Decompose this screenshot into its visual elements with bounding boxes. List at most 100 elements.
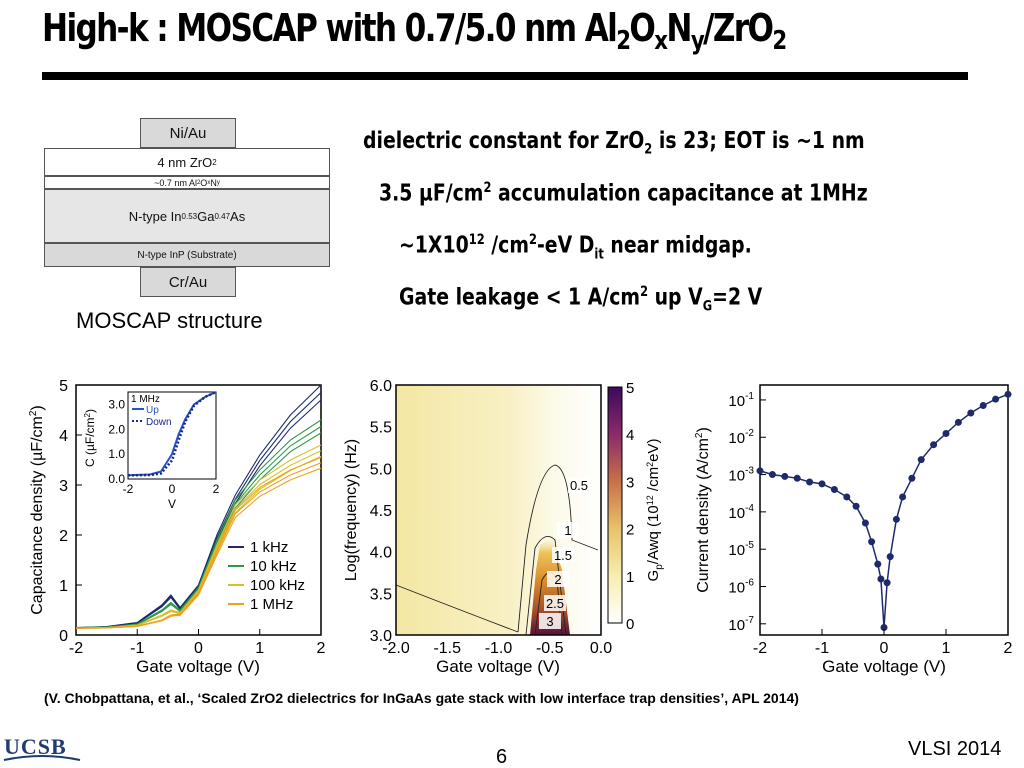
cv-xlabel: Gate voltage (V) — [136, 657, 260, 676]
cv-series-line — [75, 467, 322, 629]
inset-frame — [127, 391, 217, 480]
leakage-ylabel: Current density (A/cm2) — [694, 427, 712, 593]
contour-label: 1 — [564, 523, 571, 538]
contour-label-bg — [552, 547, 574, 563]
bullet-item: Gate leakage < 1 A/cm2 up VG=2 V — [355, 284, 975, 336]
leakage-ytick-label: 10-1 — [728, 391, 754, 410]
leakage-point — [1004, 390, 1012, 398]
bullet-item: 3.5 µF/cm2 accumulation capacitance at 1… — [355, 180, 975, 232]
leakage-chart-panel: -2 -1 0 1 2 10-1 10-2 10-3 10-4 10-5 10-6 10-7 Gat… — [690, 370, 1020, 680]
leakage-point — [992, 395, 1000, 403]
leakage-point — [852, 502, 860, 510]
cv-chart-panel: -2 -1 0 1 2 0 1 2 3 4 5 Gate voltage (V) Capacita… — [28, 370, 338, 680]
cv-xtick-label: 1 — [255, 640, 264, 657]
dit-map-ytick-label: 5.0 — [370, 461, 392, 478]
leakage-ytick-label: 10-4 — [728, 503, 754, 522]
layer-top-metal: Ni/Au — [140, 118, 236, 148]
contour-label-bg — [547, 571, 569, 587]
dit-map-background — [396, 385, 601, 635]
leakage-xtick-label: -2 — [753, 640, 767, 657]
leakage-ytick-label: 10-6 — [728, 577, 754, 596]
dit-map-xlabel: Gate voltage (V) — [436, 657, 560, 676]
inset-ylabel: C (µF/cm2) — [83, 409, 97, 467]
cv-ytick-label: 1 — [59, 578, 68, 595]
contour-label-bg — [539, 613, 561, 629]
leakage-point — [877, 575, 885, 583]
bullet-marker — [355, 180, 379, 184]
contour-label: 0.5 — [570, 478, 588, 493]
bullet-item: ~1X1012 /cm2-eV Dit near midgap. — [355, 232, 975, 284]
leakage-point — [793, 474, 801, 482]
contour-label-bg — [557, 522, 579, 538]
cv-xtick-label: -2 — [69, 640, 83, 657]
leakage-ytick-label: 10-2 — [728, 428, 754, 447]
dit-map-ytick-label: 6.0 — [370, 378, 392, 395]
contour-label-bg — [544, 595, 566, 611]
dit-map-ytick-label: 3.0 — [370, 628, 392, 645]
dit-map-ytick-label: 5.5 — [370, 420, 392, 437]
leakage-xtick-label: 0 — [880, 640, 889, 657]
colorbar — [607, 386, 623, 624]
leakage-point — [880, 624, 888, 632]
dit-map-ytick-label: 3.5 — [370, 586, 392, 603]
inset-legend-label: Up — [146, 405, 159, 416]
bullet-text: ~1X1012 /cm2-eV Dit near midgap. — [399, 232, 752, 263]
leakage-plot-frame — [759, 384, 1009, 636]
cv-legend-label: 1 MHz — [250, 596, 293, 613]
leakage-point — [954, 418, 962, 426]
contour-label: 1.5 — [554, 548, 572, 563]
leakage-xtick-label: 1 — [942, 640, 951, 657]
inset-xtick-label: -2 — [123, 482, 134, 496]
layer-substrate: N-type InP (Substrate) — [44, 243, 330, 267]
cv-chart: -2 -1 0 1 2 0 1 2 3 4 5 Gate voltage (V) Capacita… — [28, 378, 326, 676]
leakage-ytick-label: 10-3 — [728, 466, 754, 485]
inset-xtick-label: 0 — [169, 482, 176, 496]
dit-map-chart: 0.5 1 1.5 2 2.5 3 -2.0 -1.5 -1.0 -0.5 0.0 3.0 3.5 4… — [343, 378, 665, 676]
cv-xtick-label: -1 — [130, 640, 144, 657]
contour-label: 2 — [554, 572, 561, 587]
leakage-xtick-label: -1 — [815, 640, 829, 657]
inset-xtick-label: 2 — [213, 482, 220, 496]
layer-ingaas: N-type In 0.53 Ga 0.47 As — [44, 189, 330, 243]
leakage-point — [930, 441, 938, 449]
leakage-point — [781, 472, 789, 480]
cv-ytick-label: 5 — [59, 378, 68, 395]
leakage-point — [917, 456, 925, 464]
leakage-line — [759, 393, 1009, 628]
page-number: 6 — [496, 746, 508, 768]
leakage-point — [892, 515, 900, 523]
conference-label: VLSI 2014 — [908, 738, 1002, 760]
dit-map-panel: 0.5 1 1.5 2 2.5 3 -2.0 -1.5 -1.0 -0.5 0.0 3.0 3.5 4… — [340, 370, 680, 680]
cv-ytick-label: 0 — [59, 628, 68, 645]
contour-label: 3 — [546, 614, 553, 629]
leakage-ytick-label: 10-5 — [728, 540, 754, 559]
colorbar-label: Gp/Awq (1012 /cm2eV) — [645, 439, 665, 582]
layer-bottom-metal: Cr/Au — [140, 267, 236, 297]
colorbar-tick-label: 5 — [626, 380, 634, 397]
leakage-point — [768, 471, 776, 479]
leakage-point — [979, 402, 987, 410]
leakage-xtick-label: 2 — [1004, 640, 1013, 657]
leakage-point — [886, 553, 894, 561]
leakage-point — [899, 493, 907, 501]
bullet-marker — [355, 232, 399, 236]
contour-1 — [525, 535, 567, 636]
leakage-point — [756, 467, 764, 475]
dit-map-xtick-label: 0.0 — [590, 640, 612, 657]
dit-map-xtick-label: -1.5 — [433, 640, 461, 657]
leakage-point — [830, 485, 838, 493]
contour-0.5 — [395, 464, 599, 633]
leakage-point — [967, 409, 975, 417]
ucsb-logo: UCSB — [2, 724, 84, 768]
bullet-text: dielectric constant for ZrO2 is 23; EOT … — [363, 128, 865, 158]
leakage-point — [861, 519, 869, 527]
leakage-point — [818, 480, 826, 488]
citation: (V. Chobpattana, et al., ‘Scaled ZrO2 di… — [44, 690, 799, 706]
cv-xtick-label: 2 — [317, 640, 326, 657]
leakage-chart: -2 -1 0 1 2 10-1 10-2 10-3 10-4 10-5 10-6 10-7 Gat… — [694, 384, 1013, 676]
colorbar-tick-label: 3 — [626, 474, 634, 491]
leakage-point — [942, 430, 950, 438]
colorbar-tick-label: 0 — [626, 616, 634, 633]
leakage-point — [874, 560, 882, 568]
inset-down-line — [127, 390, 217, 477]
